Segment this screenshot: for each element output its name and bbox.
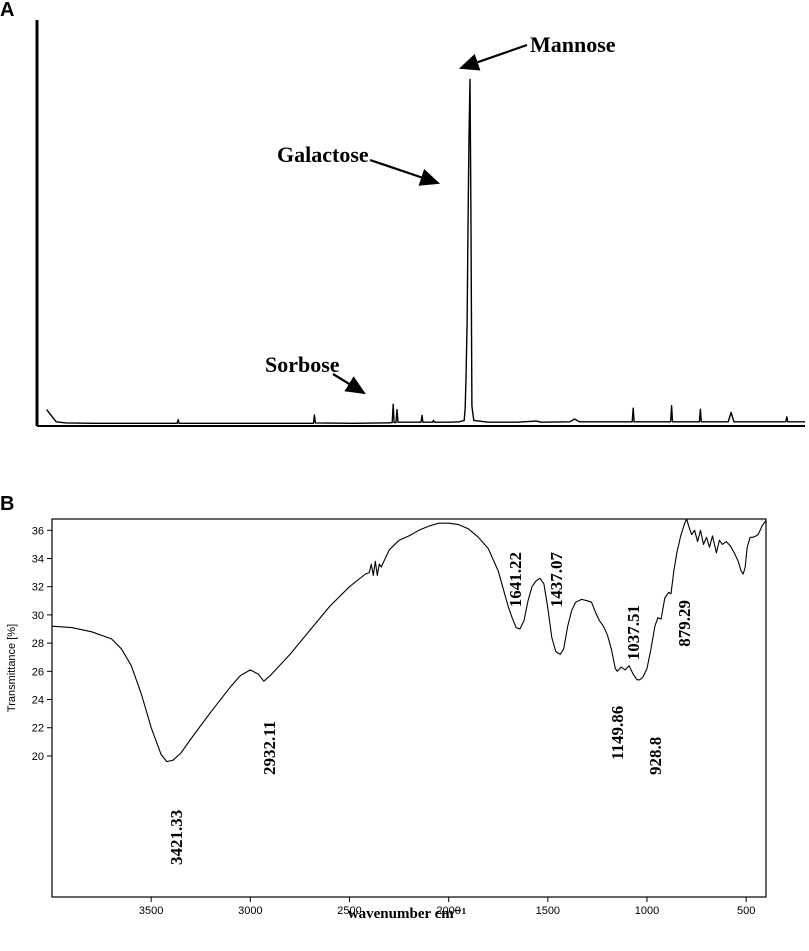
y-tick-label: 36 [32,525,44,537]
panel-b: B 3500 3000 2500 2000 1500 1000 50020222426283… [0,493,767,922]
panel-a-series [46,78,805,424]
peak-label: 1437.07 [547,552,566,608]
chromatogram-trace [46,78,805,424]
peak-label: 928.8 [646,737,665,775]
y-tick-label: 22 [32,723,44,735]
y-tick-label: 34 [32,553,44,565]
x-tick-label: 500 [737,905,755,917]
panel-a-label: A [0,0,14,21]
x-tick-label: 3500 [139,905,163,917]
annotation-arrow-sorbose [332,373,366,395]
peak-label: 3421.33 [167,810,186,865]
y-tick-label: 32 [32,582,44,594]
peak-label: 2932.11 [260,721,279,775]
panel-a-annotations: Mannose Galactose Sorbose [265,32,616,395]
panel-b-y-axis-title: Transmittance [%] [6,624,18,712]
panel-b-plot-frame [51,518,767,898]
y-tick-label: 24 [32,695,44,707]
panel-b-series [51,518,767,763]
ftir-spectrum-line [51,518,767,763]
x-tick-label: 2500 [337,905,361,917]
annotation-arrow-galactose [369,158,441,186]
panel-b-peak-labels: 3421.33 2932.11 1641.22 1437.07 1149.86 1037.… [167,552,694,866]
x-tick-label: 3000 [238,905,262,917]
panel-b-label: B [0,493,14,515]
y-tick-label: 30 [32,610,44,622]
y-tick-label: 26 [32,666,44,678]
y-tick-label: 20 [32,751,44,763]
annotation-mannose: Mannose [530,32,616,57]
peak-label: 1037.51 [624,605,643,660]
y-tick-label: 28 [32,638,44,650]
annotation-galactose: Galactose [277,142,369,167]
panel-a: A Mannose Galactose Sorbose [0,0,805,427]
panel-b-x-axis-title: wavenumber cm⁻¹ [348,906,466,922]
peak-label: 879.29 [675,600,694,647]
annotation-sorbose: Sorbose [265,352,340,377]
peak-label: 1149.86 [608,706,627,760]
annotation-arrow-mannose [458,43,528,71]
peak-label: 1641.22 [506,552,525,607]
x-tick-label: 2000 [436,905,460,917]
x-tick-label: 1000 [635,905,659,917]
panel-b-ticks: 3500 3000 2500 2000 1500 1000 500 20 22 24 26 28 30 3… [32,525,756,917]
x-tick-label: 1500 [536,905,560,917]
